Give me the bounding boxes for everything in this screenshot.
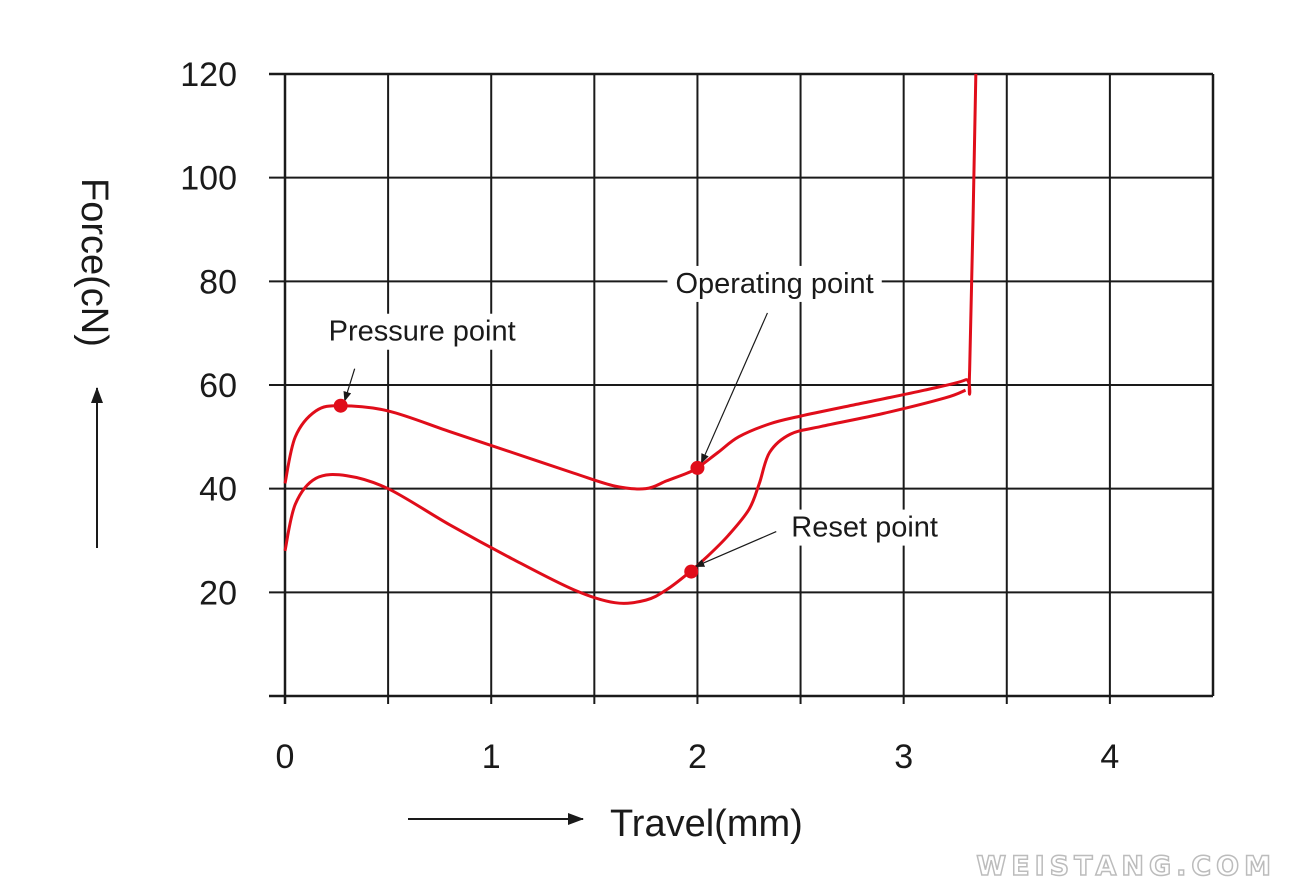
grid [269, 74, 1213, 704]
reset-point-label-bg [783, 509, 946, 546]
x-axis-label: Travel(mm) [610, 803, 803, 845]
reset-point-label: Reset point [791, 512, 938, 544]
x-tick-label: 1 [482, 738, 501, 776]
pressure-point-label-bg [320, 313, 524, 350]
y-tick-labels: 20 40 60 80 100 120 [180, 56, 237, 612]
series-line-1 [283, 73, 978, 491]
y-tick-label: 80 [199, 263, 237, 301]
x-tick-label: 3 [894, 738, 913, 776]
plot-frame [269, 72, 1215, 704]
y-tick-label: 60 [199, 367, 237, 405]
operating-point-label-bg [667, 265, 882, 302]
annotations: Pressure point Operating point Reset point [320, 265, 946, 579]
curves [283, 73, 978, 605]
y-tick-label: 20 [199, 574, 237, 612]
operating-point-marker [690, 460, 705, 475]
pressure-point-arrow [343, 368, 356, 402]
y-axis-label: Force(cN) [73, 178, 115, 347]
pressure-point-marker [333, 398, 348, 413]
operating-point-arrow [700, 312, 768, 464]
pressure-point-label: Pressure point [329, 316, 516, 348]
reset-point-arrow [694, 531, 777, 568]
reset-point-marker [684, 564, 699, 579]
operating-point-label: Operating point [675, 268, 873, 300]
x-tick-labels: 0 1 2 3 4 [276, 738, 1120, 776]
y-tick-label: 120 [180, 56, 237, 94]
y-tick-label: 40 [199, 471, 237, 509]
x-tick-label: 4 [1100, 738, 1119, 776]
series-line-2 [283, 388, 967, 605]
x-tick-label: 2 [688, 738, 707, 776]
watermark-logo: WEISTANG.COM [976, 850, 1276, 883]
y-tick-label: 100 [180, 160, 237, 198]
x-tick-label: 0 [276, 738, 295, 776]
